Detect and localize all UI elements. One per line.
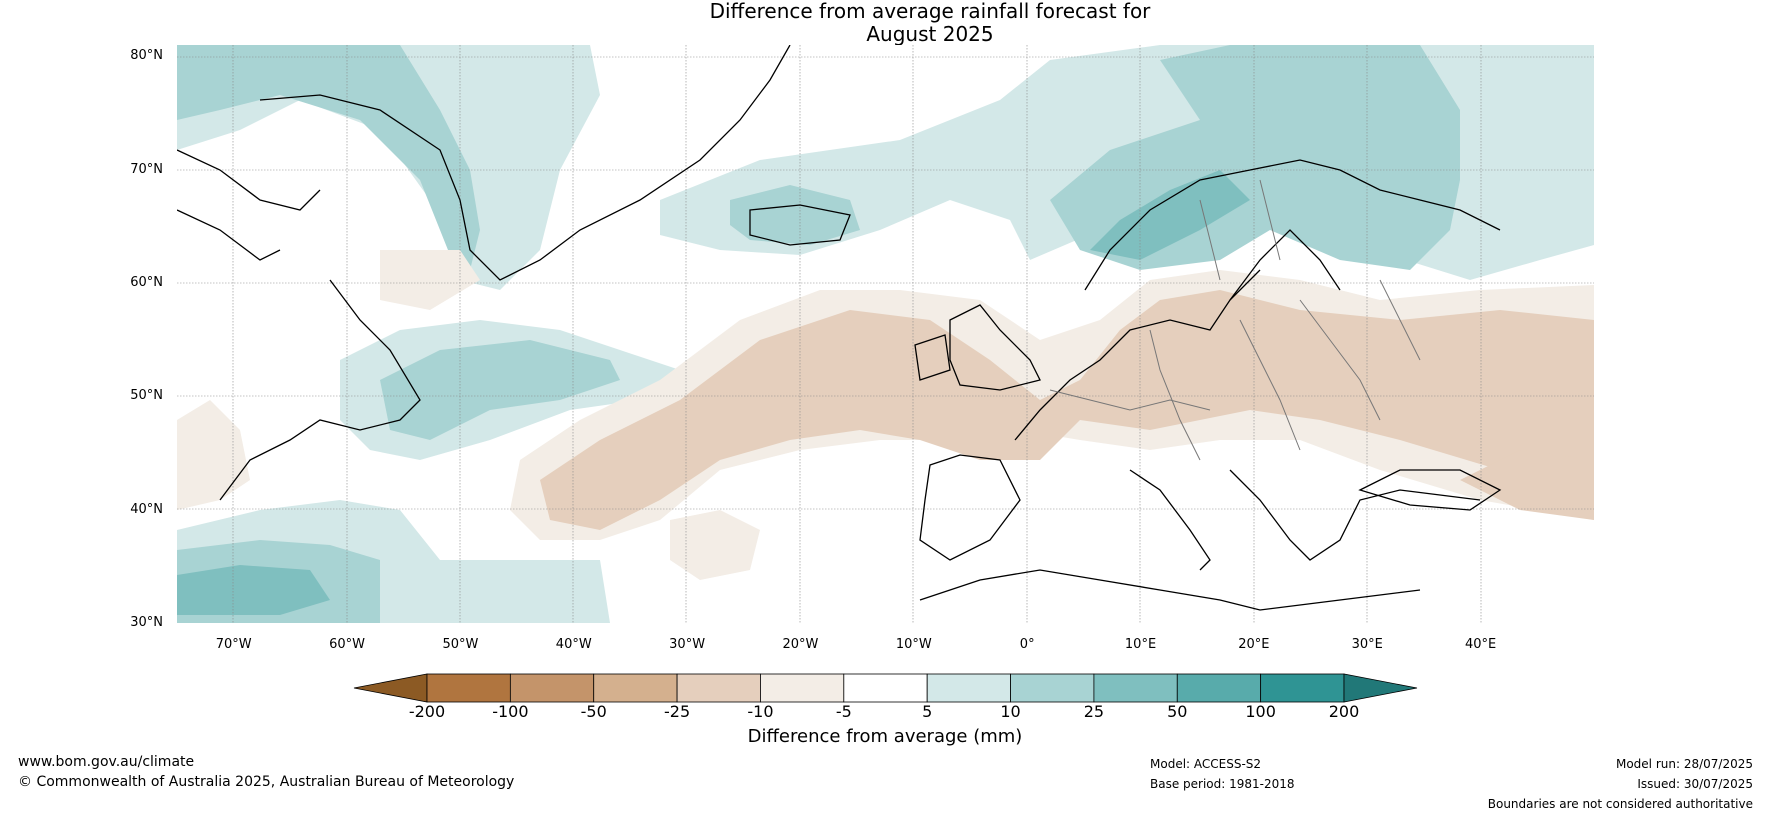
- footer-model: Model: ACCESS-S2: [1150, 757, 1262, 771]
- footer-website: www.bom.gov.au/climate: [18, 754, 195, 770]
- colorbar-tick-label: -50: [580, 702, 607, 721]
- country-borders: [1049, 179, 1421, 461]
- footer-copyright: © Commonwealth of Australia 2025, Austra…: [18, 774, 515, 790]
- latitude-label: 50°N: [130, 388, 163, 404]
- latitude-label: 30°N: [130, 615, 163, 630]
- colorbar-segment: [843, 673, 928, 703]
- graticule: [177, 45, 1594, 623]
- colorbar-tick-label: 25: [1083, 702, 1105, 721]
- wet-region-southwest-deep: [177, 565, 330, 615]
- latitude-label: 60°N: [130, 275, 163, 290]
- footer-disclaimer: Boundaries are not considered authoritat…: [1487, 797, 1753, 811]
- coast-baltic: [1229, 229, 1341, 301]
- colorbar-tick-label: 50: [1167, 702, 1188, 721]
- coast-greenland: [259, 45, 791, 281]
- coast-uk: [949, 304, 1041, 391]
- colorbar-tick-label: 5: [922, 702, 933, 721]
- colorbar-tick-label: -10: [747, 702, 774, 721]
- longitude-label: 70°W: [215, 637, 252, 652]
- coast-iceland: [749, 204, 851, 246]
- colorbar-segment: [926, 673, 1011, 703]
- coast-iberia: [919, 454, 1021, 561]
- colorbar-tick-label: -100: [492, 702, 529, 721]
- colorbar-segment: [676, 673, 761, 703]
- colorbar-tick-label: 100: [1245, 702, 1276, 721]
- colorbar-label: Difference from average (mm): [747, 726, 1023, 747]
- coast-ireland: [914, 334, 951, 381]
- colorbar-segment: [760, 673, 845, 703]
- longitude-label: 30°W: [669, 637, 706, 652]
- dry-region-us-coast: [177, 400, 250, 510]
- longitude-label: 60°W: [329, 637, 365, 652]
- coast-greenland-west: [177, 149, 321, 211]
- wet-region-greenland-west: [177, 45, 600, 290]
- longitude-label: 0°: [1019, 637, 1035, 652]
- colorbar-tick-label: -200: [408, 702, 446, 721]
- wet-region-labrador-core: [380, 340, 620, 440]
- longitude-label: 20°W: [782, 637, 819, 652]
- colorbar-segment: [1260, 673, 1345, 703]
- coast-black-sea: [1358, 469, 1502, 511]
- colorbar-extend-low: [353, 673, 428, 703]
- wet-region-greenland-core: [177, 45, 480, 270]
- colorbar-segment: [593, 673, 678, 703]
- longitude-label: 50°W: [442, 637, 479, 652]
- longitude-label: 40°W: [555, 637, 592, 652]
- longitude-label: 20°E: [1238, 637, 1270, 652]
- title-line-2: August 2025: [866, 22, 994, 46]
- colorbar-extend-high: [1343, 673, 1418, 703]
- anomaly-shading: [177, 45, 1594, 623]
- colorbar-tick-label: -5: [835, 702, 852, 721]
- dry-region-atlantic-band-inner: [540, 290, 1594, 530]
- colorbar-segment: [1176, 673, 1262, 703]
- coastlines: [177, 45, 1502, 611]
- colorbar-segment: [1093, 673, 1178, 703]
- title-line-1: Difference from average rainfall forecas…: [709, 0, 1151, 23]
- colorbar-segment: [426, 673, 511, 703]
- dry-region-atlantic-central: [380, 250, 480, 310]
- colorbar-segment: [1010, 673, 1095, 703]
- wet-region-norway-core: [1090, 170, 1250, 260]
- longitude-label: 30°E: [1351, 637, 1383, 652]
- longitude-label: 10°W: [895, 637, 932, 652]
- dry-region-balkans: [1460, 450, 1594, 520]
- coast-italy: [1129, 469, 1211, 571]
- wet-region-iceland: [730, 185, 860, 245]
- coast-baffin: [177, 209, 281, 261]
- footer-base-period: Base period: 1981-2018: [1150, 777, 1295, 791]
- coast-labrador: [219, 279, 421, 501]
- latitude-label: 40°N: [130, 501, 163, 517]
- longitude-label: 40°E: [1464, 637, 1497, 652]
- chart-title: Difference from average rainfall forecas…: [0, 0, 1770, 46]
- colorbar-tick-label: 10: [1000, 702, 1021, 721]
- coast-scandinavia: [1084, 159, 1501, 291]
- longitude-label: 10°E: [1124, 637, 1157, 652]
- dry-region-azores: [670, 510, 760, 580]
- colorbar-tick-label: 200: [1328, 702, 1360, 721]
- rainfall-map: [177, 45, 1594, 623]
- colorbar-segments: [353, 673, 1418, 703]
- footer-model-run: Model run: 28/07/2025: [1615, 757, 1753, 771]
- footer-issued: Issued: 30/07/2025: [1637, 777, 1753, 791]
- latitude-label: 70°N: [130, 161, 163, 177]
- coast-balkans: [1229, 469, 1481, 561]
- coast-north-africa: [919, 569, 1421, 611]
- latitude-label: 80°N: [130, 48, 163, 64]
- coast-europe: [1014, 269, 1261, 441]
- colorbar-tick-label: -25: [664, 702, 691, 721]
- colorbar-segment: [509, 673, 595, 703]
